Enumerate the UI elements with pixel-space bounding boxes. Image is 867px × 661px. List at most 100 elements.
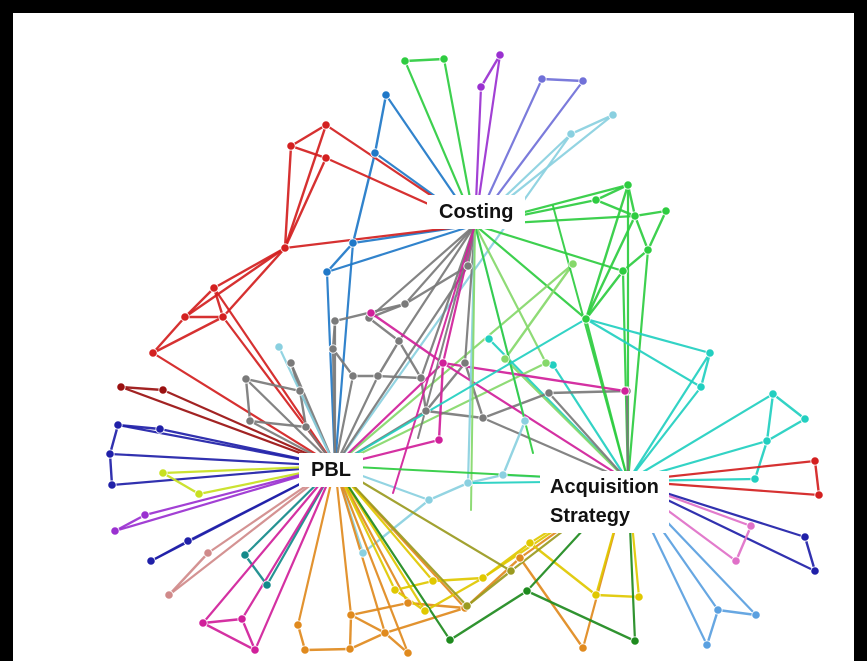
cluster-node — [620, 386, 630, 396]
hub-spoke-edge — [253, 464, 337, 652]
cluster-edge — [699, 351, 712, 389]
hub-spoke-edge — [403, 223, 477, 306]
hub-label-acquisition-strategy: Acquisition Strategy — [540, 471, 669, 533]
hub-spoke-edge — [552, 205, 629, 482]
cluster-node — [463, 261, 473, 271]
cluster-edge — [119, 385, 165, 392]
hub-spoke-edge — [547, 391, 630, 483]
cluster-node — [478, 573, 488, 583]
cluster-node — [591, 590, 601, 600]
cluster-edge — [765, 417, 807, 443]
cluster-edge — [201, 621, 257, 652]
hub-label-acquisition-line1: Acquisition — [550, 476, 659, 498]
cluster-node — [105, 449, 115, 459]
cluster-edge — [108, 452, 114, 487]
hub-label-pbl: PBL — [299, 453, 363, 487]
cluster-node — [500, 354, 510, 364]
cluster-node — [370, 148, 380, 158]
cluster-node — [463, 478, 473, 488]
cluster-node — [702, 640, 712, 650]
cluster-edge — [463, 361, 485, 420]
cluster-node — [274, 342, 284, 352]
cluster-edge — [161, 471, 201, 496]
cluster-edge — [349, 613, 387, 635]
hub-spoke-edge — [474, 224, 534, 454]
cluster-node — [348, 371, 358, 381]
cluster-edge — [331, 347, 355, 378]
cluster-node — [810, 566, 820, 576]
cluster-node — [428, 576, 438, 586]
cluster-node — [394, 336, 404, 346]
cluster-edge — [633, 209, 668, 218]
hub-spoke-edge — [626, 385, 703, 483]
cluster-edge — [716, 608, 758, 617]
cluster-node — [696, 382, 706, 392]
cluster-node — [462, 601, 472, 611]
cluster-node — [164, 590, 174, 600]
cluster-node — [768, 389, 778, 399]
hub-spoke-edge — [470, 224, 476, 511]
cluster-node — [322, 267, 332, 277]
cluster-node — [515, 553, 525, 563]
cluster-edge — [540, 77, 585, 83]
cluster-edge — [427, 481, 470, 502]
cluster-node — [522, 586, 532, 596]
cluster-node — [566, 129, 576, 139]
cluster-edge — [525, 589, 637, 643]
cluster-node — [608, 110, 618, 120]
cluster-node — [618, 266, 628, 276]
cluster-node — [113, 420, 123, 430]
hub-spoke-edge — [626, 392, 775, 483]
cluster-edge — [348, 613, 353, 651]
cluster-edge — [584, 183, 630, 321]
hub-spoke-edge — [417, 224, 476, 439]
cluster-edge — [351, 151, 377, 245]
hub-spoke-edge — [277, 345, 337, 468]
cluster-node — [107, 480, 117, 490]
cluster-node — [345, 644, 355, 654]
hub-spoke-edge — [244, 377, 337, 468]
cluster-node — [438, 358, 448, 368]
cluster-edge — [626, 183, 637, 218]
hub-spoke-edge — [481, 416, 630, 483]
cluster-edge — [813, 459, 821, 497]
cluster-node — [541, 358, 551, 368]
hub-spoke-edge — [625, 389, 630, 483]
cluster-edge — [289, 123, 328, 148]
cluster-edge — [244, 377, 252, 423]
hub-spoke-edge — [212, 286, 337, 468]
hub-spoke-edge — [151, 351, 337, 468]
network-graph — [105, 50, 824, 658]
cluster-edge — [298, 389, 308, 429]
cluster-node — [209, 283, 219, 293]
cluster-edge — [594, 593, 641, 599]
hub-spoke-edge — [392, 224, 476, 494]
cluster-edge — [167, 551, 210, 597]
cluster-edge — [289, 144, 328, 160]
cluster-edge — [621, 248, 650, 273]
hub-spoke-edge — [473, 223, 548, 365]
cluster-edge — [465, 569, 513, 608]
cluster-node — [439, 54, 449, 64]
cluster-node — [623, 180, 633, 190]
cluster-edge — [325, 241, 355, 274]
cluster-node — [661, 206, 671, 216]
cluster-node — [158, 385, 168, 395]
hub-spoke-edge — [584, 317, 703, 389]
cluster-node — [293, 620, 303, 630]
cluster-edge — [397, 339, 423, 380]
hub-spoke-edge — [333, 374, 355, 468]
cluster-node — [578, 643, 588, 653]
cluster-node — [328, 344, 338, 354]
cluster-node — [731, 556, 741, 566]
cluster-node — [581, 314, 591, 324]
cluster-edge — [248, 419, 308, 429]
cluster-edge — [594, 198, 637, 218]
cluster-edge — [201, 617, 244, 625]
cluster-edge — [569, 113, 615, 136]
cluster-edge — [584, 269, 625, 321]
cluster-node — [537, 74, 547, 84]
hub-label-acquisition-line2: Strategy — [550, 505, 631, 527]
hub-spoke-edge — [333, 464, 353, 617]
